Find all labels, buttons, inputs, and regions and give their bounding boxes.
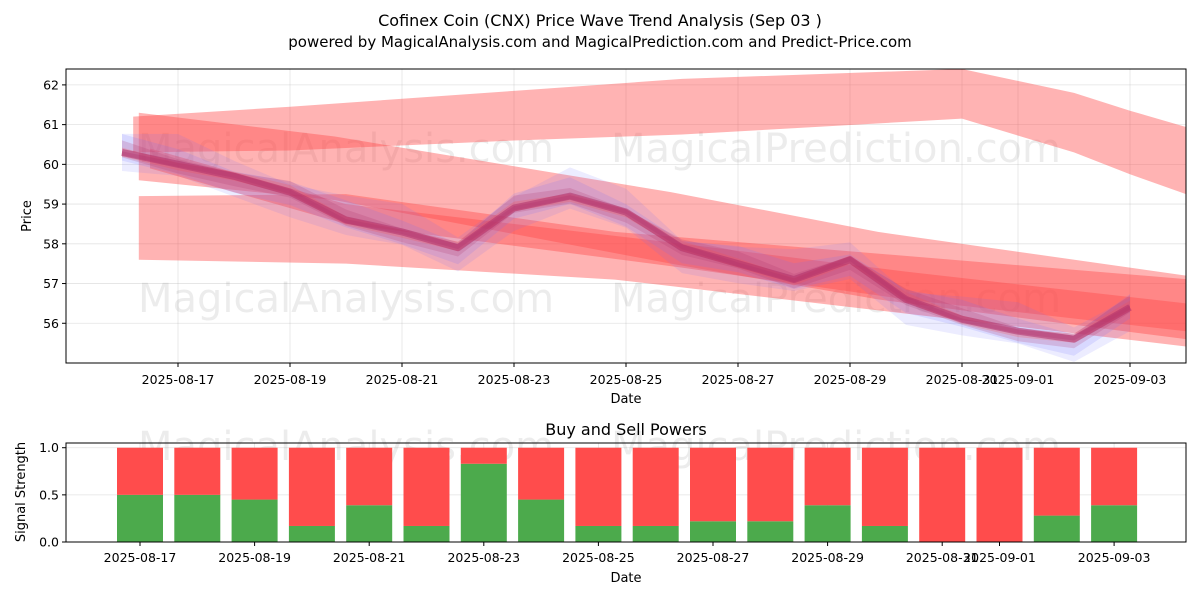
price-x-tick-label: 2025-08-31 xyxy=(926,372,999,387)
price-x-axis-label: Date xyxy=(610,392,641,407)
price-x-tick-label: 2025-08-21 xyxy=(366,372,439,387)
buy-bar xyxy=(346,505,393,542)
sell-bar xyxy=(804,447,851,506)
sell-bar xyxy=(117,447,163,495)
price-x-ticks: 2025-08-17 2025-08-19 2025-08-21 2025-08-23… xyxy=(142,363,1167,387)
buy-bar xyxy=(804,505,851,542)
price-x-tick-label: 2025-09-03 xyxy=(1094,372,1167,387)
price-x-tick-label: 2025-08-19 xyxy=(254,372,327,387)
sell-bar xyxy=(747,447,794,522)
buy-bar xyxy=(518,499,565,542)
sell-bar xyxy=(518,447,565,500)
price-y-ticks: 56 57 58 59 60 61 62 xyxy=(43,77,66,331)
buy-bar xyxy=(690,521,736,542)
trend-band-upper-broad xyxy=(138,112,1186,340)
sell-bar xyxy=(174,447,221,495)
buy-bar xyxy=(460,463,507,542)
buy-bar xyxy=(575,525,622,542)
signal-chart-title: Buy and Sell Powers xyxy=(545,420,707,439)
price-x-tick-label: 2025-08-23 xyxy=(478,372,551,387)
signal-x-axis-label: Date xyxy=(610,571,641,586)
price-y-tick-label: 62 xyxy=(43,77,59,92)
price-y-tick-label: 59 xyxy=(43,197,59,212)
buy-bar xyxy=(231,499,278,542)
signal-x-tick-label: 2025-08-29 xyxy=(791,550,864,565)
signal-plot-frame xyxy=(65,442,1187,543)
signal-y-tick-label: 1.0 xyxy=(39,440,59,455)
sell-bar xyxy=(861,447,908,526)
price-panel: MagicalAnalysis.com MagicalPrediction.co… xyxy=(20,68,1187,407)
price-gridlines xyxy=(66,69,1186,363)
price-x-tick-label: 2025-08-29 xyxy=(814,372,887,387)
buy-bar xyxy=(632,525,679,542)
price-y-axis-label: Price xyxy=(20,200,35,232)
price-watermarks: MagicalAnalysis.com MagicalPrediction.co… xyxy=(138,126,1061,322)
buy-bar xyxy=(861,525,908,542)
sell-bar xyxy=(460,447,507,464)
price-x-tick-label: 2025-08-17 xyxy=(142,372,215,387)
signal-y-axis-label: Signal Strength xyxy=(14,442,29,542)
buy-bar xyxy=(1033,515,1080,542)
sell-bar xyxy=(976,447,1023,542)
wave-band xyxy=(122,133,1130,362)
trend-band-trend-lower xyxy=(150,148,1186,332)
buy-bar xyxy=(747,521,794,542)
price-y-tick-label: 56 xyxy=(43,316,59,331)
signal-x-tick-label: 2025-08-17 xyxy=(104,550,177,565)
signal-x-tick-label: 2025-08-25 xyxy=(562,550,635,565)
chart-subtitle: powered by MagicalAnalysis.com and Magic… xyxy=(288,33,912,51)
watermark: MagicalPrediction.com xyxy=(611,276,1061,322)
buy-bar xyxy=(1091,505,1138,542)
sell-bar xyxy=(288,447,335,526)
signal-x-ticks: 2025-08-17 2025-08-19 2025-08-21 2025-08-23… xyxy=(104,542,1151,565)
sell-bar xyxy=(575,447,622,526)
signal-x-tick-label: 2025-08-31 xyxy=(906,550,979,565)
signal-x-tick-label: 2025-08-19 xyxy=(218,550,291,565)
signal-x-tick-label: 2025-08-23 xyxy=(447,550,520,565)
signal-y-tick-label: 0.0 xyxy=(39,535,59,550)
signal-x-tick-label: 2025-09-03 xyxy=(1078,550,1151,565)
signal-x-tick-label: 2025-08-21 xyxy=(333,550,406,565)
sell-bar xyxy=(346,447,393,506)
signal-x-tick-label: 2025-08-27 xyxy=(677,550,750,565)
price-x-tick-label: 2025-08-27 xyxy=(702,372,775,387)
signal-bars xyxy=(117,447,1138,542)
sell-bar xyxy=(403,447,450,526)
price-y-tick-label: 58 xyxy=(43,236,59,251)
buy-bar xyxy=(117,494,163,542)
price-waves xyxy=(121,133,1132,362)
signal-panel: Buy and Sell Powers MagicalAnalysis.com … xyxy=(14,420,1187,586)
buy-bar xyxy=(403,525,450,542)
signal-y-tick-label: 0.5 xyxy=(39,487,59,502)
watermark: MagicalAnalysis.com xyxy=(138,276,554,322)
price-y-tick-label: 57 xyxy=(43,276,59,291)
sell-bar xyxy=(632,447,679,526)
chart-title: Cofinex Coin (CNX) Price Wave Trend Anal… xyxy=(378,11,822,30)
sell-bar xyxy=(1033,447,1080,516)
sell-bar xyxy=(919,447,966,542)
price-y-tick-label: 61 xyxy=(43,117,59,132)
signal-x-tick-label: 2025-09-01 xyxy=(963,550,1036,565)
watermark: MagicalAnalysis.com xyxy=(138,126,554,172)
sell-bar xyxy=(690,447,736,522)
sell-bar xyxy=(231,447,278,500)
buy-bar xyxy=(288,525,335,542)
buy-bar xyxy=(174,494,221,542)
price-y-tick-label: 60 xyxy=(43,157,59,172)
trend-band-upper-trend xyxy=(133,69,1186,195)
price-x-tick-label: 2025-08-25 xyxy=(590,372,663,387)
watermark: MagicalPrediction.com xyxy=(611,126,1061,172)
sell-bar xyxy=(1091,447,1138,506)
price-wave-line xyxy=(121,149,1132,343)
price-x-tick-label: 2025-09-01 xyxy=(982,372,1055,387)
signal-y-ticks: 0.0 0.5 1.0 xyxy=(39,440,66,550)
